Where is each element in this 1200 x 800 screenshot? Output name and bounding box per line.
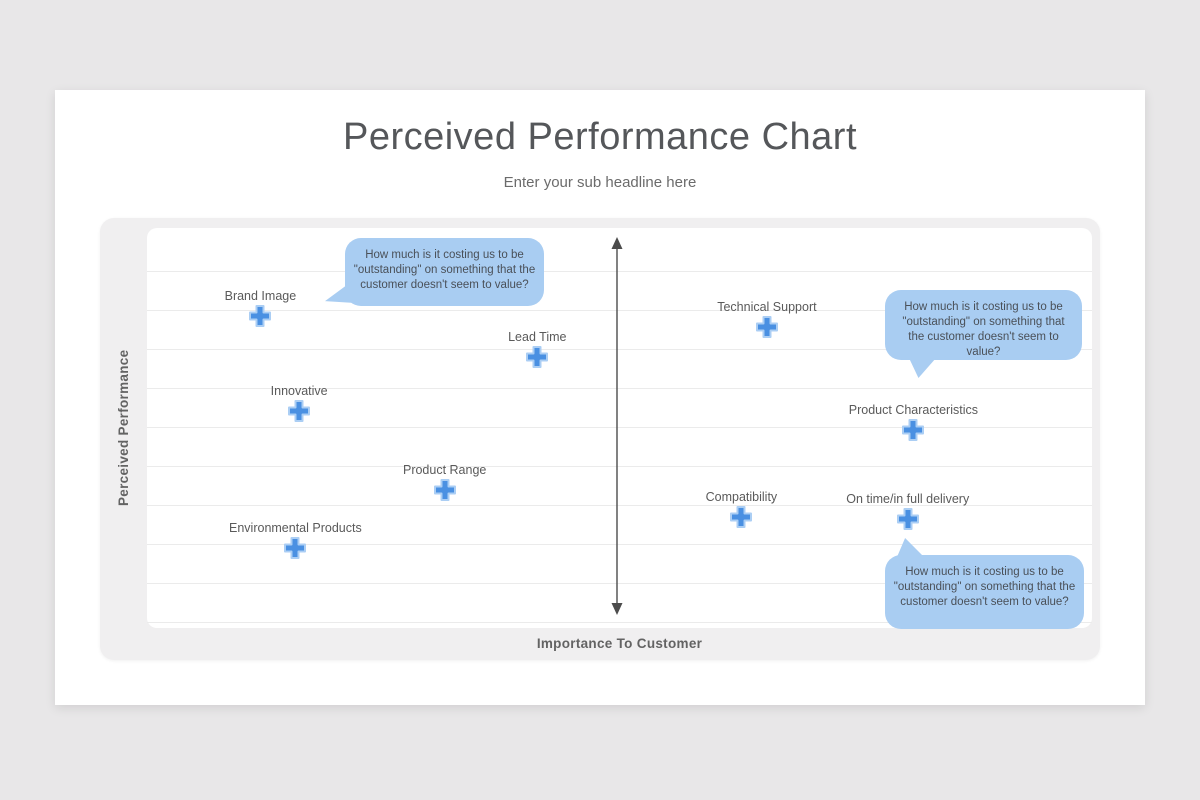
point-label: Product Characteristics [848, 403, 978, 417]
callout-bubble-right: How much is it costing us to be "outstan… [885, 290, 1082, 378]
points-layer: Brand Image Lead Time Innovative Product Ra… [147, 228, 1092, 628]
point-label: On time/in full delivery [846, 491, 970, 506]
callout-text: How much is it costing us to be "outstan… [902, 301, 1065, 358]
point-label: Product Range [402, 463, 487, 477]
y-axis-label: Perceived Performance [116, 349, 131, 507]
point-label: Compatibility [705, 489, 778, 504]
plot-area: Brand Image Lead Time Innovative Product Ra… [147, 228, 1092, 629]
plus-marker-icon [896, 507, 919, 530]
callout-text: How much is it costing us to be "outstan… [353, 249, 536, 291]
chart-panel: Perceived Performance Brand Image Lead Ti… [100, 218, 1100, 660]
plus-marker-icon [433, 479, 456, 501]
plus-marker-icon [288, 399, 311, 422]
plus-marker-icon [755, 315, 778, 338]
callout-bubble-bottom-right: How much is it costing us to be "outstan… [885, 538, 1084, 629]
page-title: Perceived Performance Chart [342, 116, 858, 158]
point-label: Environmental Products [229, 521, 362, 535]
plus-marker-icon [526, 345, 549, 368]
x-axis-label: Importance To Customer [536, 636, 703, 651]
page-subtitle: Enter your sub headline here [503, 174, 697, 191]
callout-text: How much is it costing us to be "outstan… [893, 566, 1076, 608]
point-label: Lead Time [508, 329, 567, 344]
plus-marker-icon [249, 305, 272, 327]
callout-bubble-top-left: How much is it costing us to be "outstan… [325, 238, 544, 306]
plus-marker-icon [902, 419, 925, 441]
vertical-double-arrow-icon [611, 237, 623, 615]
point-label: Technical Support [717, 299, 817, 314]
plus-marker-icon [284, 537, 307, 559]
point-label: Innovative [270, 383, 328, 398]
slide: Perceived Performance Chart Enter your s… [55, 90, 1145, 705]
plus-marker-icon [730, 505, 753, 528]
point-label: Brand Image [224, 289, 297, 303]
